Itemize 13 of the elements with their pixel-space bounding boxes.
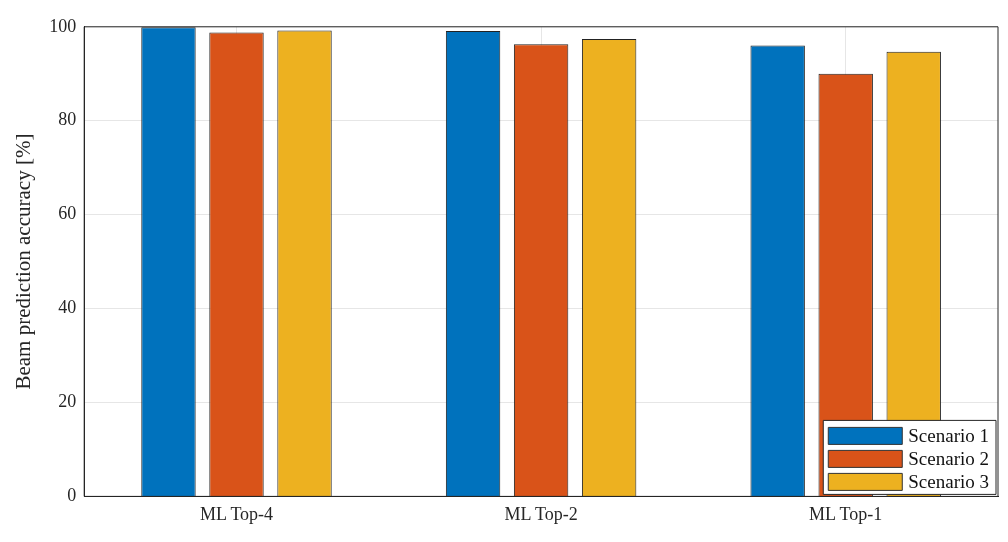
y-tick-label: 0 (67, 485, 77, 506)
y-tick-label: 60 (58, 203, 77, 224)
y-tick-label: 80 (58, 109, 77, 130)
legend-label: Scenario 1 (908, 424, 990, 446)
y-tick-label: 100 (49, 15, 77, 36)
x-tick-label: ML Top-2 (504, 503, 578, 524)
x-tick-label: ML Top-4 (199, 503, 274, 524)
y-tick-label: 40 (58, 297, 77, 318)
x-tick-label: ML Top-1 (809, 503, 883, 524)
legend-label: Scenario 2 (908, 447, 990, 469)
y-tick-label: 20 (58, 391, 77, 412)
legend-label: Scenario 3 (908, 470, 990, 492)
y-axis-title: Beam prediction accuracy [%] (11, 133, 36, 390)
